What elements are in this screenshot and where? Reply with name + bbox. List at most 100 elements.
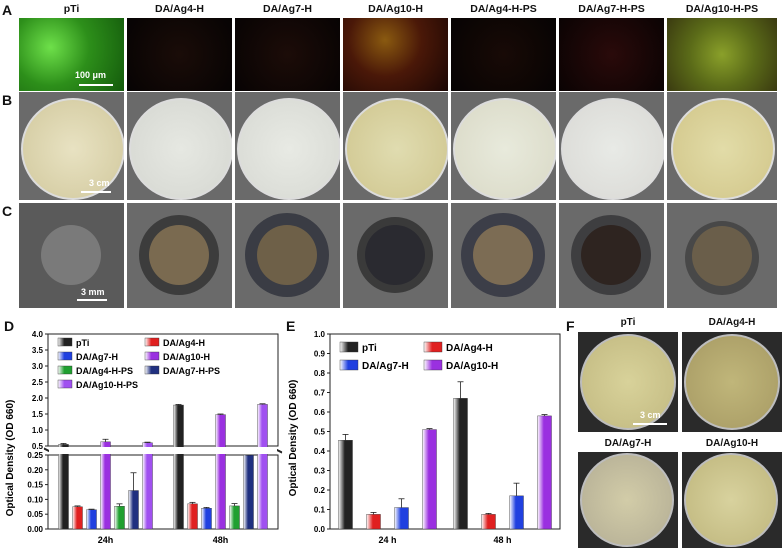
y-tick-label: 0.05	[27, 510, 43, 519]
panel-f-title-1: DA/Ag4-H	[708, 317, 756, 328]
bar	[257, 404, 268, 530]
legend-swatch	[144, 351, 160, 361]
inhibition-zone-image-ag4	[127, 203, 232, 308]
legend-label: DA/Ag4-H	[163, 338, 205, 348]
axis-break-gap	[49, 447, 277, 454]
y-tick-label: 0.2	[314, 486, 326, 495]
legend-label: pTi	[76, 338, 89, 348]
plate-image-ag10	[682, 452, 782, 548]
petri-dish-image-ag4-ps	[451, 92, 556, 200]
legend-swatch	[57, 337, 73, 347]
y-tick-label: 0.15	[27, 481, 43, 490]
x-tick-label: 48h	[213, 535, 229, 545]
scale-label: 3 cm	[89, 178, 110, 188]
legend-label: DA/Ag4-H-PS	[76, 366, 133, 376]
panel-f-title-2: DA/Ag7-H	[604, 438, 652, 449]
panel-letter-a: A	[2, 2, 13, 18]
plot-frame-lower	[47, 454, 279, 530]
y-tick-label: 0.20	[27, 466, 43, 475]
column-title-5: DA/Ag7-H-PS	[578, 3, 645, 15]
legend-swatch	[57, 365, 73, 375]
petri-dish-image-ag10-ps	[667, 92, 777, 200]
y-tick-label: 0.25	[27, 451, 43, 460]
column-title-0: pTi	[63, 3, 80, 15]
plate-image-ag4	[682, 332, 782, 432]
column-title-3: DA/Ag10-H	[368, 3, 423, 15]
bar	[394, 507, 409, 530]
y-tick-label: 0.9	[314, 350, 326, 359]
bar	[338, 440, 353, 530]
y-tick-label: 0.4	[314, 447, 326, 456]
y-tick-label: 1.0	[32, 426, 44, 435]
y-tick-label: 3.5	[32, 346, 44, 355]
bar	[173, 404, 184, 530]
bar	[509, 495, 524, 530]
y-tick-label: 0.0	[314, 525, 326, 534]
scale-label: 3 cm	[640, 410, 661, 420]
bar	[114, 506, 125, 530]
bar	[537, 415, 552, 530]
plate-image-pti: 3 cm	[578, 332, 678, 432]
fluorescence-image-ag7-ps	[559, 18, 664, 91]
y-tick-label: 3.0	[32, 362, 44, 371]
column-title-1: DA/Ag4-H	[155, 3, 204, 15]
fluorescence-image-ag4-ps	[451, 18, 556, 91]
y-tick-label: 0.5	[32, 442, 44, 451]
legend-label: DA/Ag10-H-PS	[76, 380, 138, 390]
y-tick-label: 0.3	[314, 467, 326, 476]
panel-letter-d: D	[4, 318, 15, 334]
bar	[86, 509, 97, 530]
y-tick-label: 4.0	[32, 330, 44, 339]
petri-dish-image-ag7-ps	[559, 92, 664, 200]
bar	[142, 442, 153, 530]
legend-swatch	[423, 359, 443, 371]
panel-letter-b: B	[2, 92, 13, 108]
y-axis-label: Optical Density (OD 660)	[288, 380, 299, 497]
fluorescence-image-ag10	[343, 18, 448, 91]
legend-label: pTi	[362, 343, 377, 354]
panel-letter-c: C	[2, 203, 13, 219]
legend-swatch	[144, 337, 160, 347]
bar	[243, 454, 254, 530]
inhibition-zone-image-ag10	[343, 203, 448, 308]
y-tick-label: 0.00	[27, 525, 43, 534]
petri-dish-image-pti: 3 cm	[19, 92, 124, 200]
inhibition-zone-image-ag4-ps	[451, 203, 556, 308]
panel-f-title-3: DA/Ag10-H	[705, 438, 759, 449]
y-tick-label: 2.5	[32, 378, 44, 387]
bar	[229, 505, 240, 530]
bar	[58, 444, 69, 530]
plate-image-ag7	[578, 452, 678, 548]
legend-swatch	[144, 365, 160, 375]
inhibition-zone-image-ag10-ps	[667, 203, 777, 308]
column-title-2: DA/Ag7-H	[263, 3, 312, 15]
bar	[201, 508, 212, 530]
y-axis-label: Optical Density (OD 660)	[5, 400, 16, 517]
plot-frame-upper	[47, 333, 279, 447]
legend-label: DA/Ag4-H	[446, 343, 493, 354]
bar	[366, 514, 381, 530]
petri-dish-image-ag4	[127, 92, 232, 200]
legend-label: DA/Ag7-H-PS	[163, 366, 220, 376]
bar	[187, 503, 198, 530]
fluorescence-image-ag4	[127, 18, 232, 91]
y-tick-label: 0.10	[27, 495, 43, 504]
bar	[481, 514, 496, 530]
panel-letter-f: F	[566, 318, 575, 334]
column-title-4: DA/Ag4-H-PS	[470, 3, 537, 15]
chart-e: Optical Density (OD 660) 0.0 0.1 0.2 0.3 0.4…	[288, 330, 561, 545]
y-tick-label: 0.8	[314, 369, 326, 378]
bar	[72, 506, 83, 530]
legend-label: DA/Ag7-H	[76, 352, 118, 362]
legend-swatch	[423, 341, 443, 353]
legend-swatch	[57, 379, 73, 389]
legend-label: DA/Ag10-H	[446, 361, 498, 372]
y-tick-label: 2.0	[32, 394, 44, 403]
bar	[128, 490, 139, 530]
y-tick-label: 1.5	[32, 410, 44, 419]
y-tick-label: 0.1	[314, 506, 326, 515]
scale-label: 3 mm	[81, 287, 105, 297]
legend-label: DA/Ag7-H	[362, 361, 409, 372]
fluorescence-image-ag7	[235, 18, 340, 91]
scale-bar	[77, 299, 107, 301]
